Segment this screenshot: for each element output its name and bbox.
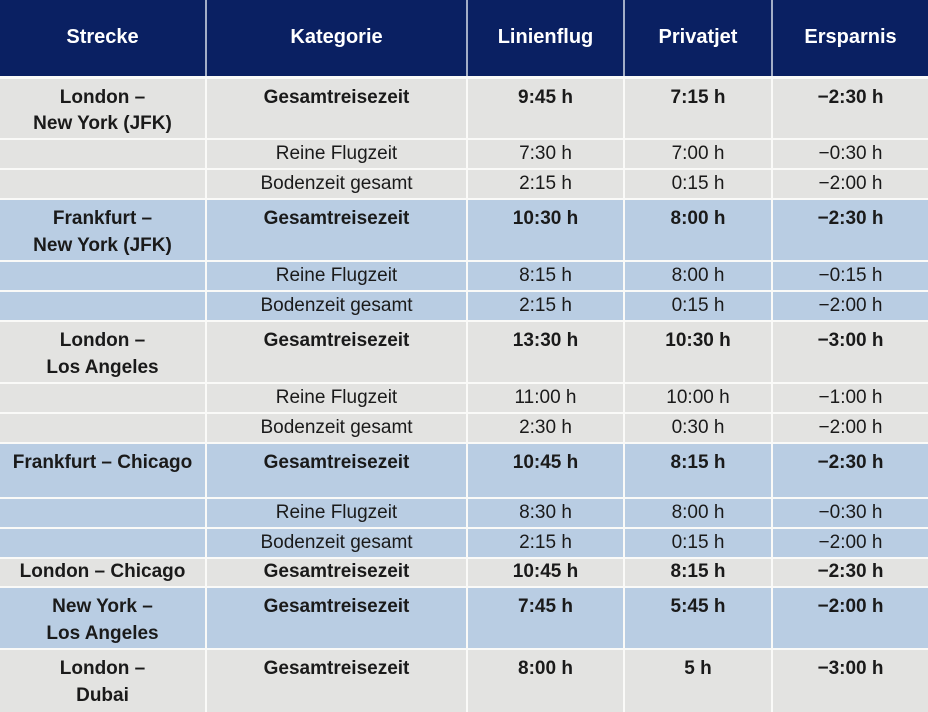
category-cell: Reine Flugzeit bbox=[206, 383, 468, 415]
category-cell: Bodenzeit gesamt bbox=[206, 169, 468, 201]
route-cell bbox=[0, 498, 207, 530]
ersparnis-cell: −2:30 h bbox=[772, 77, 928, 141]
linienflug-cell: 8:15 h bbox=[467, 261, 625, 293]
privatjet-cell: 8:15 h bbox=[624, 558, 773, 589]
header-row: Strecke Kategorie Linienflug Privatjet E… bbox=[0, 0, 928, 79]
ersparnis-cell: −3:00 h bbox=[772, 321, 928, 385]
category-cell: Gesamtreisezeit bbox=[206, 443, 468, 500]
linienflug-cell: 2:15 h bbox=[467, 291, 625, 323]
column-header-kategorie: Kategorie bbox=[206, 0, 468, 79]
route-cell: London – Dubai bbox=[0, 649, 207, 712]
privatjet-cell: 5:45 h bbox=[624, 587, 773, 651]
ersparnis-cell: −0:30 h bbox=[772, 498, 928, 530]
linienflug-cell: 2:15 h bbox=[467, 528, 625, 560]
table-row: Bodenzeit gesamt 2:30 h 0:30 h −2:00 h bbox=[0, 413, 928, 445]
linienflug-cell: 2:15 h bbox=[467, 169, 625, 201]
table-row: Reine Flugzeit 7:30 h 7:00 h −0:30 h bbox=[0, 139, 928, 171]
category-cell: Gesamtreisezeit bbox=[206, 199, 468, 263]
ersparnis-cell: −2:30 h bbox=[772, 199, 928, 263]
privatjet-cell: 0:15 h bbox=[624, 528, 773, 560]
linienflug-cell: 10:45 h bbox=[467, 558, 625, 589]
route-cell: New York – Los Angeles bbox=[0, 587, 207, 651]
table-row: Reine Flugzeit 8:15 h 8:00 h −0:15 h bbox=[0, 261, 928, 293]
linienflug-cell: 10:30 h bbox=[467, 199, 625, 263]
category-cell: Gesamtreisezeit bbox=[206, 77, 468, 141]
linienflug-cell: 9:45 h bbox=[467, 77, 625, 141]
route-cell bbox=[0, 291, 207, 323]
route-cell: Frankfurt – Chicago bbox=[0, 443, 207, 500]
ersparnis-cell: −2:30 h bbox=[772, 443, 928, 500]
category-cell: Gesamtreisezeit bbox=[206, 321, 468, 385]
table-row: Reine Flugzeit 11:00 h 10:00 h −1:00 h bbox=[0, 383, 928, 415]
table-row: Frankfurt – Chicago Gesamtreisezeit 10:4… bbox=[0, 443, 928, 500]
category-cell: Gesamtreisezeit bbox=[206, 587, 468, 651]
ersparnis-cell: −2:30 h bbox=[772, 558, 928, 589]
table-row: Bodenzeit gesamt 2:15 h 0:15 h −2:00 h bbox=[0, 291, 928, 323]
table-row: Reine Flugzeit 8:30 h 8:00 h −0:30 h bbox=[0, 498, 928, 530]
privatjet-cell: 8:00 h bbox=[624, 261, 773, 293]
column-header-linienflug: Linienflug bbox=[467, 0, 625, 79]
ersparnis-cell: −2:00 h bbox=[772, 291, 928, 323]
ersparnis-cell: −0:30 h bbox=[772, 139, 928, 171]
column-header-strecke: Strecke bbox=[0, 0, 207, 79]
linienflug-cell: 13:30 h bbox=[467, 321, 625, 385]
table-row: Bodenzeit gesamt 2:15 h 0:15 h −2:00 h bbox=[0, 528, 928, 560]
route-cell bbox=[0, 139, 207, 171]
route-cell bbox=[0, 261, 207, 293]
privatjet-cell: 0:15 h bbox=[624, 291, 773, 323]
linienflug-cell: 10:45 h bbox=[467, 443, 625, 500]
route-cell: London – New York (JFK) bbox=[0, 77, 207, 141]
ersparnis-cell: −2:00 h bbox=[772, 587, 928, 651]
route-cell bbox=[0, 413, 207, 445]
linienflug-cell: 8:30 h bbox=[467, 498, 625, 530]
privatjet-cell: 7:15 h bbox=[624, 77, 773, 141]
route-cell bbox=[0, 383, 207, 415]
category-cell: Reine Flugzeit bbox=[206, 261, 468, 293]
category-cell: Reine Flugzeit bbox=[206, 498, 468, 530]
table-row: Frankfurt – New York (JFK) Gesamtreisezei… bbox=[0, 199, 928, 263]
linienflug-cell: 7:45 h bbox=[467, 587, 625, 651]
route-cell: London – Chicago bbox=[0, 558, 207, 589]
column-header-privatjet: Privatjet bbox=[624, 0, 773, 79]
linienflug-cell: 2:30 h bbox=[467, 413, 625, 445]
table-row: Bodenzeit gesamt 2:15 h 0:15 h −2:00 h bbox=[0, 169, 928, 201]
linienflug-cell: 7:30 h bbox=[467, 139, 625, 171]
table-row: London – New York (JFK) Gesamtreisezeit 9… bbox=[0, 77, 928, 141]
privatjet-cell: 8:15 h bbox=[624, 443, 773, 500]
route-cell: Frankfurt – New York (JFK) bbox=[0, 199, 207, 263]
privatjet-cell: 8:00 h bbox=[624, 498, 773, 530]
linienflug-cell: 8:00 h bbox=[467, 649, 625, 712]
ersparnis-cell: −2:00 h bbox=[772, 169, 928, 201]
category-cell: Gesamtreisezeit bbox=[206, 649, 468, 712]
category-cell: Reine Flugzeit bbox=[206, 139, 468, 171]
category-cell: Bodenzeit gesamt bbox=[206, 413, 468, 445]
ersparnis-cell: −2:00 h bbox=[772, 528, 928, 560]
privatjet-cell: 8:00 h bbox=[624, 199, 773, 263]
table-row: London – Chicago Gesamtreisezeit 10:45 h… bbox=[0, 558, 928, 589]
category-cell: Bodenzeit gesamt bbox=[206, 528, 468, 560]
ersparnis-cell: −1:00 h bbox=[772, 383, 928, 415]
category-cell: Gesamtreisezeit bbox=[206, 558, 468, 589]
privatjet-cell: 0:15 h bbox=[624, 169, 773, 201]
column-header-ersparnis: Ersparnis bbox=[772, 0, 928, 79]
table-row: New York – Los Angeles Gesamtreisezeit 7:… bbox=[0, 587, 928, 651]
table-row: London – Dubai Gesamtreisezeit 8:00 h 5 h… bbox=[0, 649, 928, 712]
privatjet-cell: 5 h bbox=[624, 649, 773, 712]
linienflug-cell: 11:00 h bbox=[467, 383, 625, 415]
table-row: London – Los Angeles Gesamtreisezeit 13:3… bbox=[0, 321, 928, 385]
ersparnis-cell: −3:00 h bbox=[772, 649, 928, 712]
category-cell: Bodenzeit gesamt bbox=[206, 291, 468, 323]
ersparnis-cell: −0:15 h bbox=[772, 261, 928, 293]
privatjet-cell: 7:00 h bbox=[624, 139, 773, 171]
route-cell bbox=[0, 169, 207, 201]
route-cell bbox=[0, 528, 207, 560]
privatjet-cell: 10:00 h bbox=[624, 383, 773, 415]
ersparnis-cell: −2:00 h bbox=[772, 413, 928, 445]
route-cell: London – Los Angeles bbox=[0, 321, 207, 385]
privatjet-cell: 10:30 h bbox=[624, 321, 773, 385]
privatjet-cell: 0:30 h bbox=[624, 413, 773, 445]
